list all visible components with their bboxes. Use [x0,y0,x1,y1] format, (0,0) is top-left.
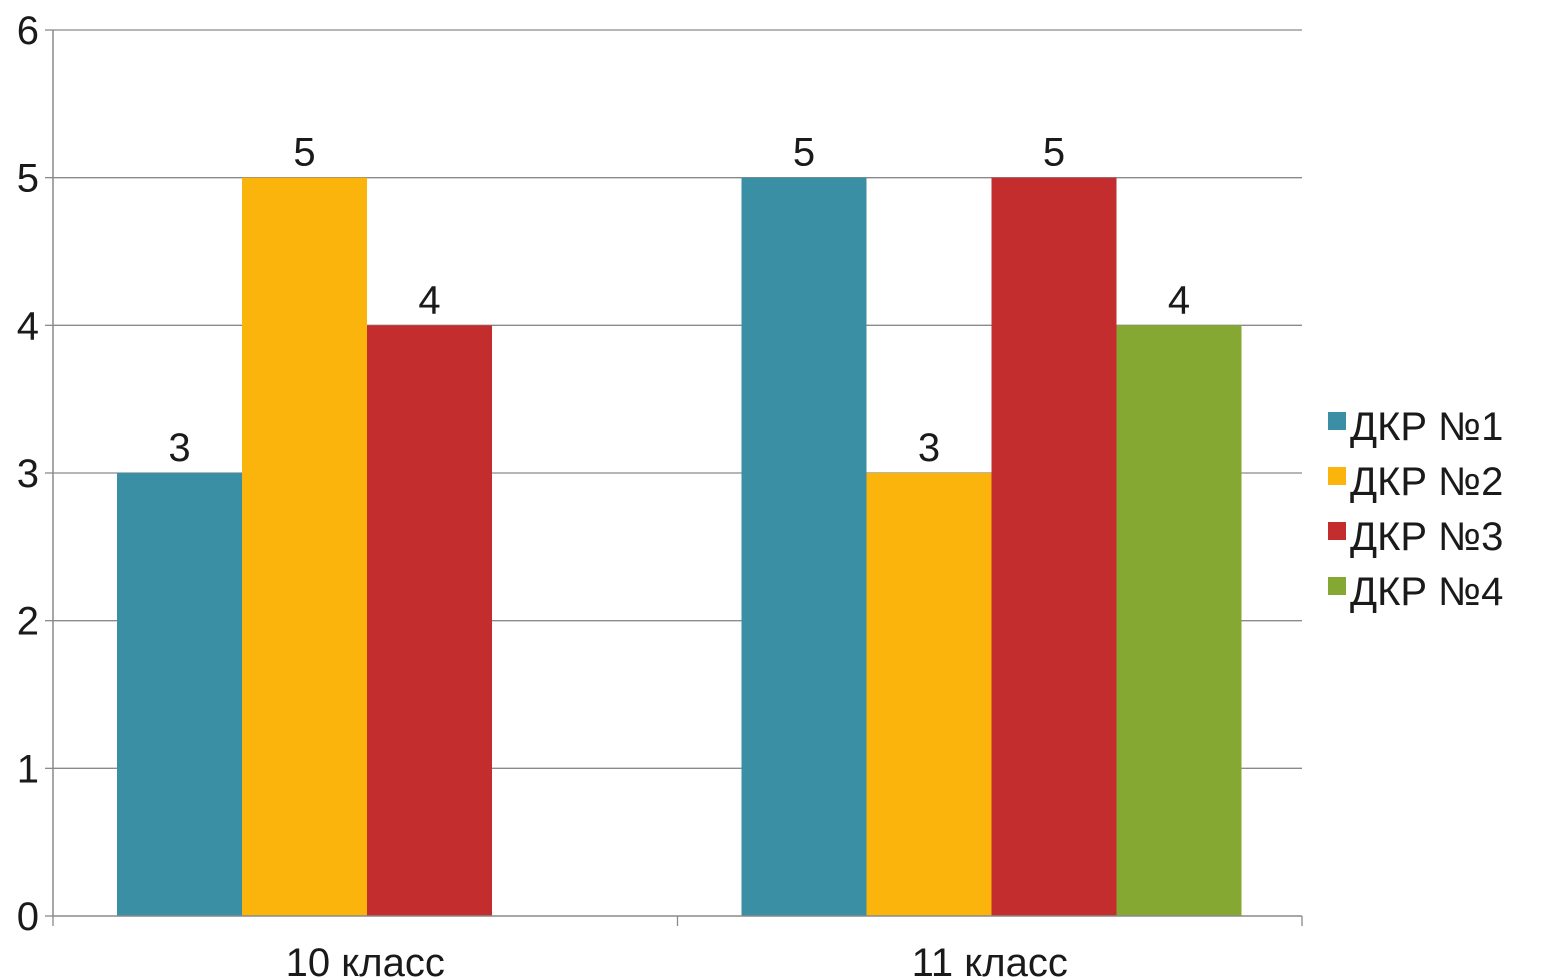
bar-value-label: 5 [793,131,815,175]
legend-swatch [1328,522,1346,540]
y-tick-label: 0 [17,895,39,939]
legend-label: ДКР №3 [1350,515,1503,559]
x-category-label: 10 класс [286,941,445,980]
bar-value-label: 3 [918,426,940,470]
axes: 0 1 2 3 4 5 6 10 класс 11 класс [17,9,1303,980]
bar-value-label: 4 [418,278,440,322]
y-tick-label: 6 [17,9,39,53]
y-tick-label: 4 [17,304,39,348]
bar-value-label: 3 [168,426,190,470]
legend: ДКР №1 ДКР №2 ДКР №3 ДКР №4 [1328,405,1503,614]
legend-swatch [1328,467,1346,485]
bar-value-label: 4 [1168,278,1190,322]
legend-label: ДКР №4 [1350,570,1503,614]
x-category-label: 11 класс [912,941,1068,980]
bar [1116,325,1242,916]
data-labels: 3 5 4 5 3 5 4 [168,131,1190,470]
legend-swatch [1328,577,1346,595]
bar [741,177,867,916]
bar [242,177,367,916]
y-tick-label: 3 [17,452,39,496]
y-tick-label: 1 [17,747,39,791]
bar-value-label: 5 [1043,131,1065,175]
legend-swatch [1328,412,1346,430]
bars [117,177,1242,916]
legend-label: ДКР №2 [1350,460,1503,504]
bar [991,177,1117,916]
bar-value-label: 5 [293,131,315,175]
bar [866,473,992,916]
legend-label: ДКР №1 [1350,405,1503,449]
bar [117,473,242,916]
y-tick-label: 2 [17,600,39,644]
bar [367,325,492,916]
y-tick-label: 5 [17,157,39,201]
